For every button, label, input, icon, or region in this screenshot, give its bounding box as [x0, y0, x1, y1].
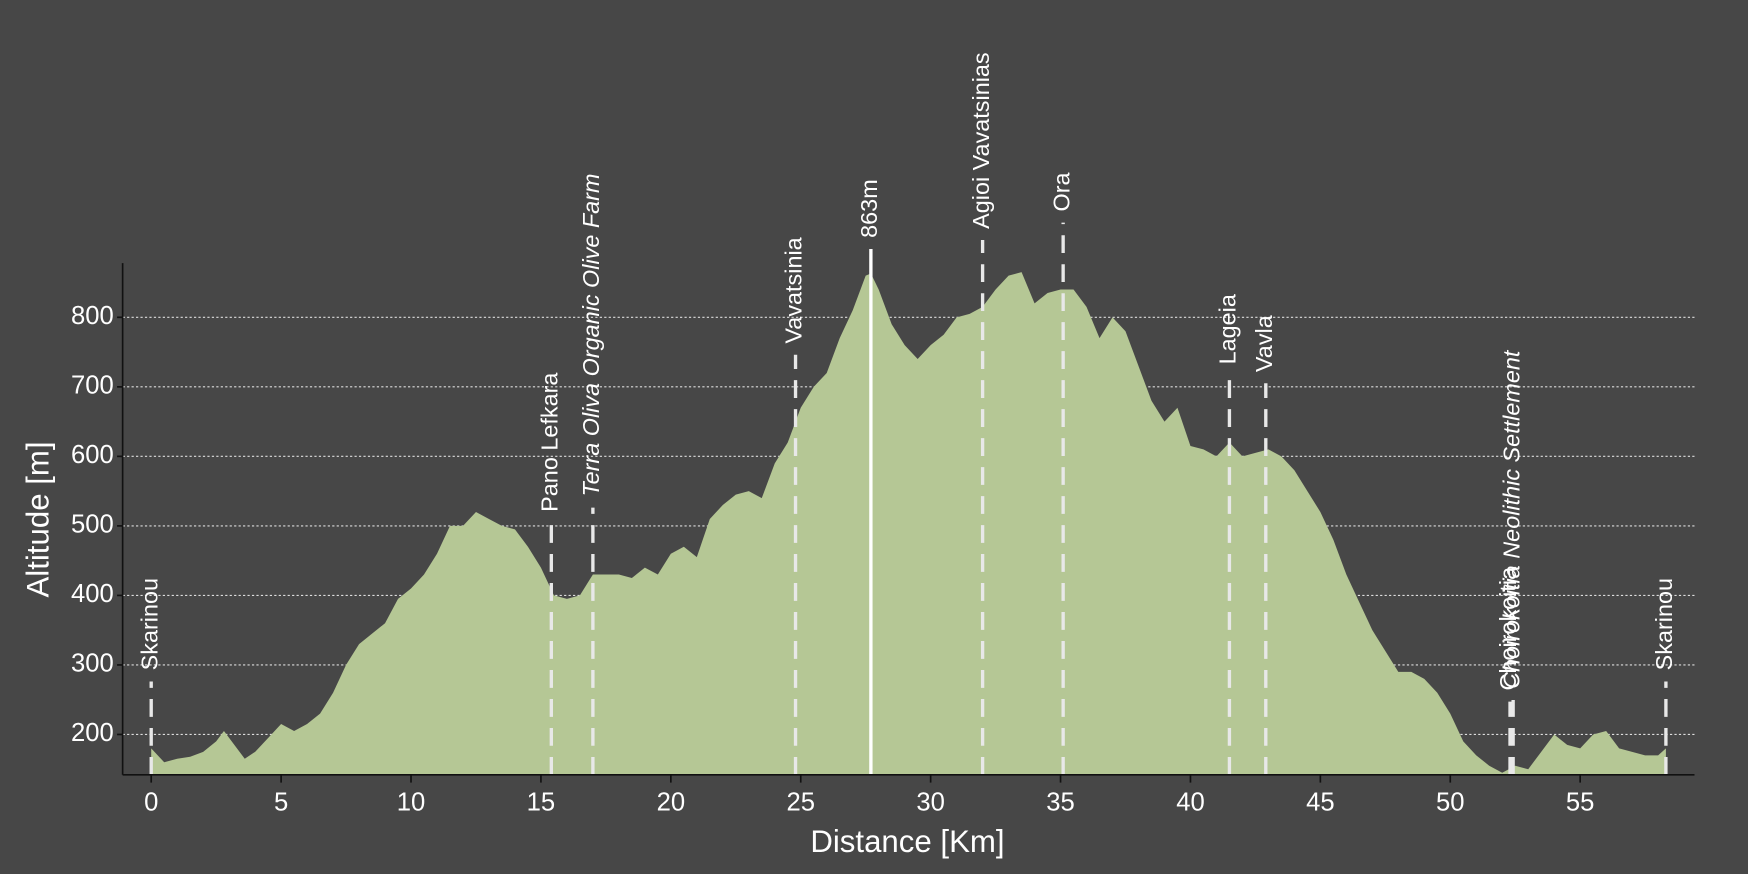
- x-tick-label: 30: [916, 789, 945, 817]
- y-tick-label: 200: [71, 719, 114, 747]
- x-tick-label: 40: [1176, 789, 1205, 817]
- waypoint-label: Lageia: [1215, 293, 1241, 364]
- x-tick-label: 15: [527, 789, 556, 817]
- x-axis-title: Distance [Km]: [810, 824, 1004, 859]
- waypoint-label: Ora: [1048, 171, 1074, 211]
- plot: Skarinou Pano Lefkara Terra Oliva Organic …: [71, 52, 1695, 817]
- x-tick-label: 25: [786, 789, 815, 817]
- waypoint-label: Choirokoitia Neolithic Settlement: [1498, 349, 1524, 689]
- waypoint-label: 863m: [856, 179, 882, 238]
- y-tick-label: 700: [71, 372, 114, 400]
- x-tick-label: 35: [1046, 789, 1075, 817]
- waypoint-label: Skarinou: [1651, 578, 1677, 670]
- y-tick-label: 800: [71, 302, 114, 330]
- x-tick-label: 5: [274, 789, 288, 817]
- elevation-area: [151, 272, 1666, 775]
- y-tick-label: 400: [71, 580, 114, 608]
- waypoint-label: Skarinou: [136, 578, 162, 670]
- waypoint-label: Choirokoitia: [1495, 566, 1521, 691]
- x-tick-label: 0: [144, 789, 158, 817]
- x-tick-label: 10: [397, 789, 426, 817]
- waypoint-label: Agioi Vavatsinias: [968, 52, 994, 229]
- y-axis-title: Altitude [m]: [20, 441, 55, 597]
- x-tick-label: 45: [1306, 789, 1335, 817]
- waypoint-label: Pano Lefkara: [537, 372, 563, 512]
- waypoint-label: Terra Oliva Organic Olive Farm: [578, 174, 604, 497]
- y-tick-label: 500: [71, 511, 114, 539]
- waypoint-label: Vavla: [1251, 314, 1277, 372]
- x-tick-label: 20: [657, 789, 686, 817]
- x-tick-label: 50: [1436, 789, 1465, 817]
- x-tick-label: 55: [1566, 789, 1595, 817]
- y-tick-label: 300: [71, 650, 114, 678]
- y-tick-label: 600: [71, 441, 114, 469]
- waypoint-label: Vavatsinia: [781, 236, 807, 343]
